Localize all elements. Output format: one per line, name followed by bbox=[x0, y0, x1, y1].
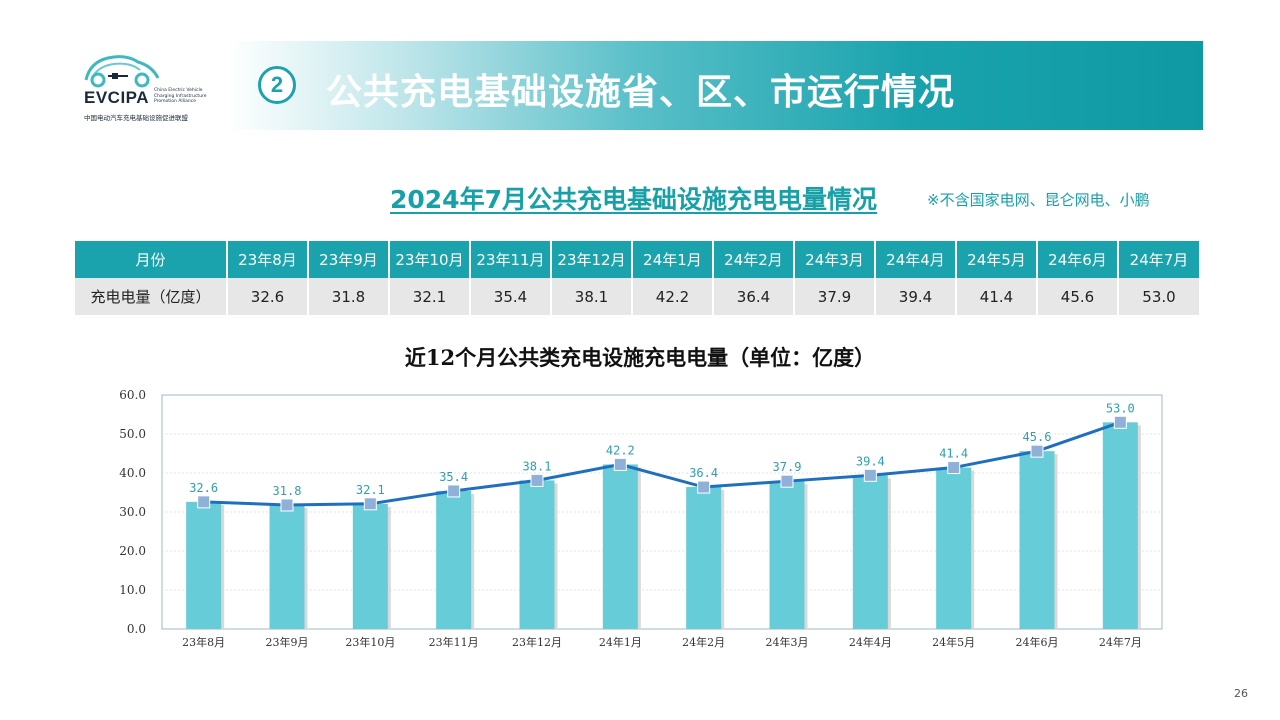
table-header-cell: 23年9月 bbox=[308, 241, 390, 278]
table-header-cell: 23年12月 bbox=[551, 241, 633, 278]
data-note: ※不含国家电网、昆仑网电、小鹏 bbox=[927, 191, 1150, 209]
bar bbox=[852, 475, 888, 629]
logo-brand: EVCIPA bbox=[84, 88, 150, 107]
table-header-cell: 24年4月 bbox=[875, 241, 957, 278]
data-label: 35.4 bbox=[439, 470, 468, 484]
section-number-badge: 2 bbox=[258, 66, 296, 104]
y-tick-label: 0.0 bbox=[127, 622, 146, 636]
line-marker bbox=[947, 461, 961, 475]
data-label: 42.2 bbox=[606, 443, 635, 457]
page-title: 公共充电基础设施省、区、市运行情况 bbox=[326, 72, 956, 113]
table-cell: 42.2 bbox=[632, 278, 714, 315]
data-label: 39.4 bbox=[856, 454, 885, 468]
logo-brand-en: China Electric Vehicle Charging Infrastr… bbox=[154, 88, 207, 104]
table-header-cell: 24年3月 bbox=[794, 241, 876, 278]
table-cell: 32.1 bbox=[389, 278, 471, 315]
header-banner: 2 公共充电基础设施省、区、市运行情况 bbox=[228, 41, 1203, 130]
bar bbox=[436, 490, 472, 629]
table-cell: 41.4 bbox=[956, 278, 1038, 315]
line-marker bbox=[530, 473, 544, 487]
table-cell: 53.0 bbox=[1118, 278, 1199, 315]
table-header-cell: 23年11月 bbox=[470, 241, 552, 278]
table-cell: 38.1 bbox=[551, 278, 633, 315]
bar bbox=[186, 501, 222, 629]
y-tick-label: 10.0 bbox=[119, 583, 146, 597]
table-cell: 39.4 bbox=[875, 278, 957, 315]
bar bbox=[602, 464, 638, 629]
table-cell: 35.4 bbox=[470, 278, 552, 315]
x-tick-label: 23年12月 bbox=[512, 635, 562, 649]
line-series bbox=[203, 420, 1121, 507]
line-marker bbox=[363, 497, 377, 511]
line-marker bbox=[1113, 415, 1127, 429]
line-marker bbox=[197, 495, 211, 509]
table-header-cell: 24年7月 bbox=[1118, 241, 1199, 278]
line-marker bbox=[613, 457, 627, 471]
data-label: 32.6 bbox=[189, 481, 218, 495]
x-tick-label: 24年2月 bbox=[682, 635, 725, 649]
data-label: 37.9 bbox=[773, 460, 802, 474]
chart-title: 近12个月公共类充电设施充电电量（单位：亿度） bbox=[404, 345, 876, 370]
x-tick-label: 23年11月 bbox=[429, 635, 479, 649]
x-tick-label: 24年4月 bbox=[849, 635, 892, 649]
line-marker bbox=[1030, 444, 1044, 458]
y-tick-label: 20.0 bbox=[119, 544, 146, 558]
line-marker bbox=[863, 468, 877, 482]
bar bbox=[352, 503, 388, 629]
bar bbox=[1102, 422, 1138, 629]
data-label: 45.6 bbox=[1023, 430, 1052, 444]
section-subtitle: 2024年7月公共充电基础设施充电电量情况 bbox=[390, 185, 877, 214]
table-cell: 31.8 bbox=[308, 278, 390, 315]
table-header-cell: 24年5月 bbox=[956, 241, 1038, 278]
x-tick-label: 24年7月 bbox=[1099, 635, 1142, 649]
bar bbox=[769, 481, 805, 629]
table-cell: 36.4 bbox=[713, 278, 795, 315]
table-row: 充电电量（亿度） 32.6 31.8 32.1 35.4 38.1 42.2 3… bbox=[75, 278, 1199, 315]
car-plug-icon bbox=[84, 55, 160, 88]
x-tick-label: 23年8月 bbox=[182, 635, 225, 649]
data-label: 36.4 bbox=[689, 466, 718, 480]
data-label: 38.1 bbox=[523, 459, 552, 473]
x-tick-label: 24年3月 bbox=[766, 635, 809, 649]
charging-volume-chart: 0.0 10.0 20.0 30.0 40.0 50.0 60.0 32.6 31.8 32.1 3… bbox=[119, 388, 1163, 649]
bar bbox=[1019, 451, 1055, 629]
table-cell: 32.6 bbox=[227, 278, 309, 315]
table-header-cell: 23年10月 bbox=[389, 241, 471, 278]
table-cell: 45.6 bbox=[1037, 278, 1119, 315]
line-marker bbox=[447, 484, 461, 498]
table-row-label: 充电电量（亿度） bbox=[75, 278, 228, 315]
evcipa-logo: EVCIPA China Electric Vehicle Charging I… bbox=[82, 48, 222, 128]
y-tick-label: 30.0 bbox=[119, 505, 146, 519]
table-header-cell: 24年6月 bbox=[1037, 241, 1119, 278]
x-tick-label: 24年5月 bbox=[932, 635, 975, 649]
x-tick-label: 24年6月 bbox=[1016, 635, 1059, 649]
line-marker bbox=[780, 474, 794, 488]
y-tick-label: 40.0 bbox=[119, 466, 146, 480]
data-label: 53.0 bbox=[1106, 401, 1135, 415]
y-tick-label: 60.0 bbox=[119, 388, 146, 402]
table-header-row: 月份 23年8月 23年9月 23年10月 23年11月 23年12月 24年1… bbox=[75, 241, 1199, 278]
logo-brand-cn: 中国电动汽车充电基础设施促进联盟 bbox=[84, 114, 188, 122]
line-marker bbox=[697, 480, 711, 494]
data-label: 41.4 bbox=[939, 447, 968, 461]
charging-volume-table: 月份 23年8月 23年9月 23年10月 23年11月 23年12月 24年1… bbox=[75, 241, 1199, 315]
table-header-cell: 23年8月 bbox=[227, 241, 309, 278]
line-marker bbox=[280, 498, 294, 512]
page-number: 26 bbox=[1234, 687, 1248, 700]
table-header-cell: 24年2月 bbox=[713, 241, 795, 278]
table-header-cell: 24年1月 bbox=[632, 241, 714, 278]
data-label: 31.8 bbox=[273, 484, 302, 498]
bar bbox=[936, 467, 972, 629]
bar bbox=[269, 504, 305, 629]
table-header-label: 月份 bbox=[75, 241, 228, 278]
x-tick-label: 23年10月 bbox=[345, 635, 395, 649]
x-tick-label: 23年9月 bbox=[266, 635, 309, 649]
y-tick-label: 50.0 bbox=[119, 427, 146, 441]
data-label: 32.1 bbox=[356, 483, 385, 497]
bar bbox=[686, 487, 722, 629]
table-cell: 37.9 bbox=[794, 278, 876, 315]
bar bbox=[519, 480, 555, 629]
x-tick-label: 24年1月 bbox=[599, 635, 642, 649]
